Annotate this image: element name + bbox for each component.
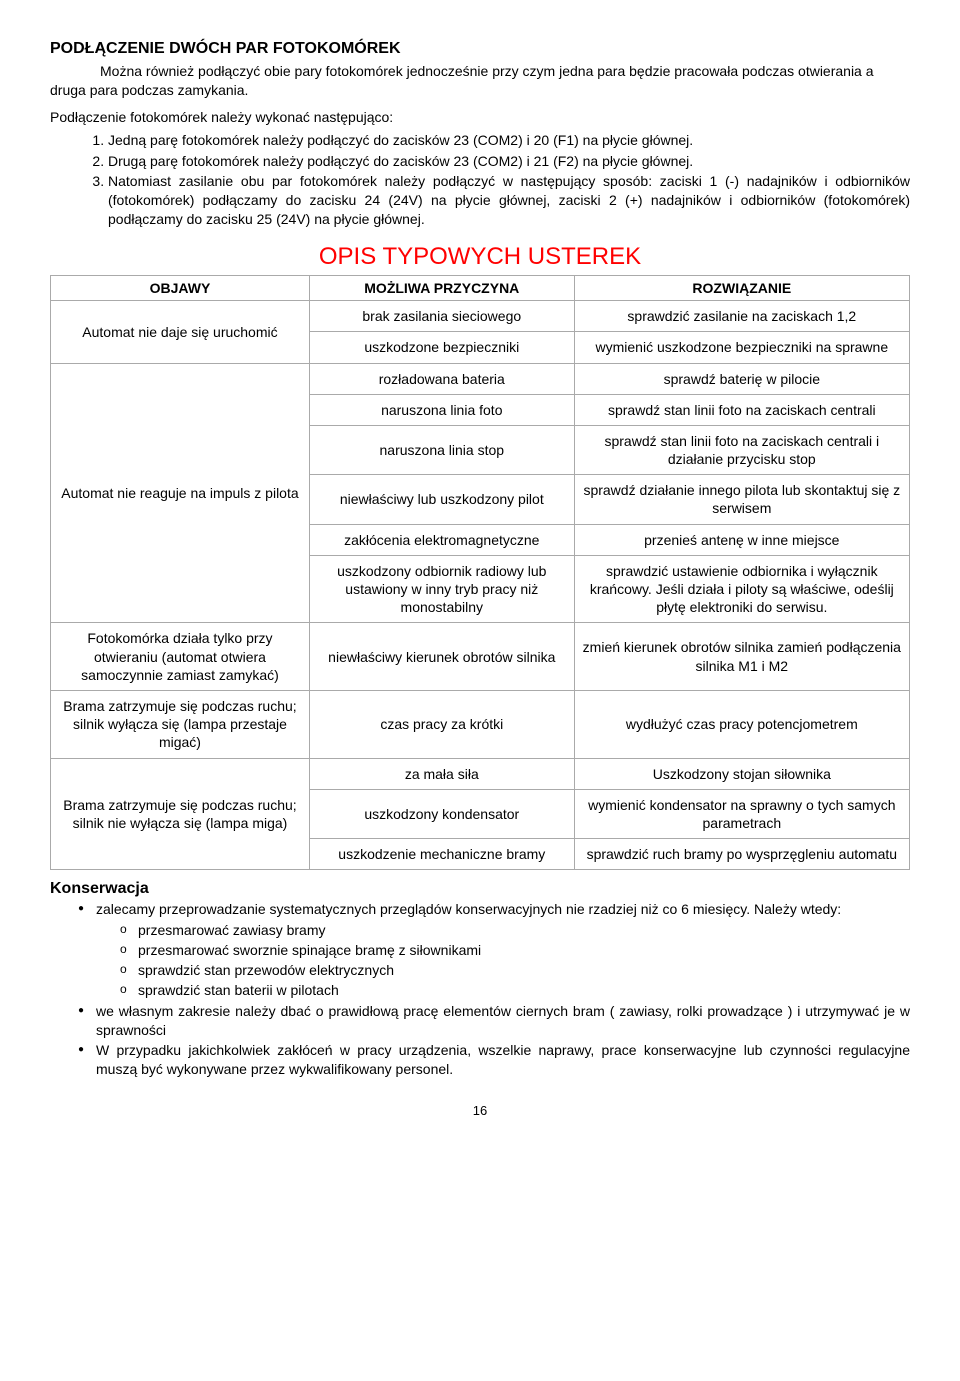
sub-item: sprawdzić stan baterii w pilotach <box>120 981 910 1000</box>
table-row: Brama zatrzymuje się podczas ruchu; siln… <box>51 758 910 789</box>
table-row: Automat nie daje się uruchomićbrak zasil… <box>51 301 910 332</box>
cause-cell: niewłaściwy lub uszkodzony pilot <box>309 475 574 524</box>
table-row: Automat nie reaguje na impuls z pilotaro… <box>51 363 910 394</box>
bullet-item: W przypadku jakichkolwiek zakłóceń w pra… <box>78 1041 910 1079</box>
solution-cell: wymienić kondensator na sprawny o tych s… <box>574 789 909 838</box>
bullet-item: we własnym zakresie należy dbać o prawid… <box>78 1002 910 1040</box>
symptom-cell: Automat nie daje się uruchomić <box>51 301 310 363</box>
solution-cell: zmień kierunek obrotów silnika zamień po… <box>574 623 909 691</box>
symptom-cell: Brama zatrzymuje się podczas ruchu; siln… <box>51 690 310 758</box>
solution-cell: sprawdź baterię w pilocie <box>574 363 909 394</box>
cause-cell: uszkodzone bezpieczniki <box>309 332 574 363</box>
symptom-cell: Brama zatrzymuje się podczas ruchu; siln… <box>51 758 310 870</box>
fault-table: OBJAWY MOŻLIWA PRZYCZYNA ROZWIĄZANIE Aut… <box>50 275 910 870</box>
solution-cell: sprawdzić ruch bramy po wysprzęgleniu au… <box>574 839 909 870</box>
cause-cell: niewłaściwy kierunek obrotów silnika <box>309 623 574 691</box>
th-cause: MOŻLIWA PRZYCZYNA <box>309 276 574 301</box>
sub-item: sprawdzić stan przewodów elektrycznych <box>120 961 910 980</box>
symptom-cell: Fotokomórka działa tylko przy otwieraniu… <box>51 623 310 691</box>
table-row: Fotokomórka działa tylko przy otwieraniu… <box>51 623 910 691</box>
section-sub: Podłączenie fotokomórek należy wykonać n… <box>50 108 910 127</box>
sub-list: przesmarować zawiasy bramyprzesmarować s… <box>96 921 910 1000</box>
solution-cell: wydłużyć czas pracy potencjometrem <box>574 690 909 758</box>
table-header-row: OBJAWY MOŻLIWA PRZYCZYNA ROZWIĄZANIE <box>51 276 910 301</box>
konserwacja-heading: Konserwacja <box>50 880 910 898</box>
sub-item: przesmarować zawiasy bramy <box>120 921 910 940</box>
numbered-list: Jedną parę fotokomórek należy podłączyć … <box>50 131 910 229</box>
solution-cell: sprawdź stan linii foto na zaciskach cen… <box>574 394 909 425</box>
cause-cell: naruszona linia stop <box>309 425 574 474</box>
table-row: Brama zatrzymuje się podczas ruchu; siln… <box>51 690 910 758</box>
solution-cell: Uszkodzony stojan siłownika <box>574 758 909 789</box>
section-intro: Można również podłączyć obie pary fotoko… <box>50 62 910 100</box>
cause-cell: rozładowana bateria <box>309 363 574 394</box>
list-item: Jedną parę fotokomórek należy podłączyć … <box>108 131 910 150</box>
sub-item: przesmarować sworznie spinające bramę z … <box>120 941 910 960</box>
cause-cell: uszkodzenie mechaniczne bramy <box>309 839 574 870</box>
cause-cell: zakłócenia elektromagnetyczne <box>309 524 574 555</box>
symptom-cell: Automat nie reaguje na impuls z pilota <box>51 363 310 623</box>
solution-cell: sprawdzić ustawienie odbiornika i wyłącz… <box>574 555 909 623</box>
solution-cell: sprawdź działanie innego pilota lub skon… <box>574 475 909 524</box>
th-symptom: OBJAWY <box>51 276 310 301</box>
konserwacja-list: zalecamy przeprowadzanie systematycznych… <box>50 900 910 1079</box>
cause-cell: czas pracy za krótki <box>309 690 574 758</box>
cause-cell: za mała siła <box>309 758 574 789</box>
solution-cell: przenieś antenę w inne miejsce <box>574 524 909 555</box>
bullet-item: zalecamy przeprowadzanie systematycznych… <box>78 900 910 999</box>
cause-cell: uszkodzony kondensator <box>309 789 574 838</box>
page-number: 16 <box>50 1103 910 1118</box>
solution-cell: sprawdź stan linii foto na zaciskach cen… <box>574 425 909 474</box>
solution-cell: wymienić uszkodzone bezpieczniki na spra… <box>574 332 909 363</box>
th-solution: ROZWIĄZANIE <box>574 276 909 301</box>
table-title: OPIS TYPOWYCH USTEREK <box>50 243 910 271</box>
cause-cell: uszkodzony odbiornik radiowy lub ustawio… <box>309 555 574 623</box>
section-heading: PODŁĄCZENIE DWÓCH PAR FOTOKOMÓREK <box>50 40 910 58</box>
list-item: Natomiast zasilanie obu par fotokomórek … <box>108 172 910 229</box>
cause-cell: naruszona linia foto <box>309 394 574 425</box>
list-item: Drugą parę fotokomórek należy podłączyć … <box>108 152 910 171</box>
cause-cell: brak zasilania sieciowego <box>309 301 574 332</box>
solution-cell: sprawdzić zasilanie na zaciskach 1,2 <box>574 301 909 332</box>
